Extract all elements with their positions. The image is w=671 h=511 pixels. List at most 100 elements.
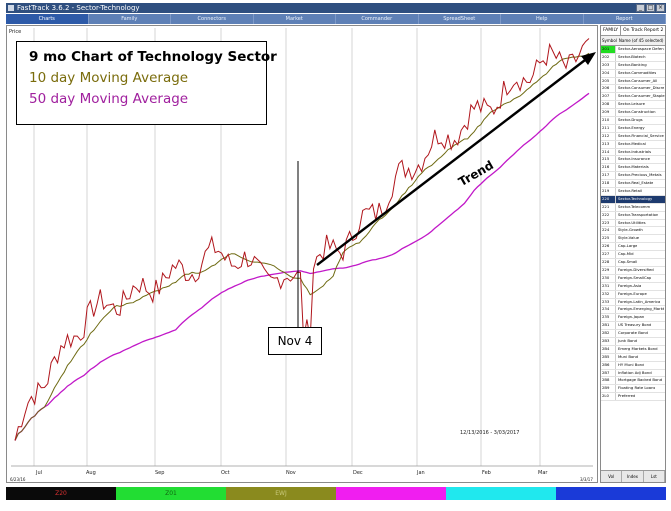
list-item-name: Sector-Drugs [618,117,643,123]
list-item[interactable]: 2B9 Floating Rate Loans [601,385,665,394]
list-item-symbol: 217 [601,172,616,180]
list-item[interactable]: 2B5 Muni Bond [601,353,665,362]
list-item-name: Cap-Mid [618,251,634,257]
list-item[interactable]: 234 Foreign-Emerging_Markt [601,306,665,315]
list-item[interactable]: 235 Foreign-Japan [601,314,665,323]
list-item-name: Cap-Large [618,243,638,249]
menu-report[interactable]: Report [584,14,666,24]
list-item-name: Sector-Consumer_All [618,77,658,83]
list-item[interactable]: 2B7 Inflation Adj Bond [601,369,665,378]
list-item[interactable]: 2B1 US Treasury Bond [601,322,665,331]
menu-market[interactable]: Market [254,14,336,24]
list-item-name: Foreign-Japan [618,314,645,320]
list-item[interactable]: 212 Sector-Financial_Service [601,132,665,141]
list-item[interactable]: 201 Sector-Aerospace Defen [601,46,665,54]
list-item[interactable]: 204 Sector-Commodities [601,69,665,78]
list-item-name: Sector-Precious_Metals [618,172,662,178]
list-item[interactable]: 211 Sector-Energy [601,124,665,133]
status-segment-4[interactable] [336,487,446,500]
status-segment-5[interactable] [446,487,556,500]
list-item-symbol: 2B7 [601,369,616,377]
list-item-name: Sector-Telecomm [618,203,651,209]
list-item[interactable]: 231 Foreign-Asia [601,282,665,291]
list-item[interactable]: 228 Cap-Small [601,259,665,267]
list-item[interactable]: 206 Sector-Consumer_Discre [601,85,665,94]
list-item[interactable]: 225 Style-Value [601,235,665,244]
list-item[interactable]: 2B6 HY Muni Bond [601,361,665,370]
menu-bar: Charts Family Connectors Market Commande… [6,14,666,24]
list-item[interactable]: 215 Sector-Insurance [601,156,665,165]
list-item-name: Sector-Insurance [618,156,650,162]
list-item-symbol: 230 [601,274,616,282]
menu-charts[interactable]: Charts [6,14,89,24]
trend-arrow-line [316,56,590,266]
menu-connectors[interactable]: Connectors [171,14,254,24]
list-item[interactable]: 209 Sector-Construction [601,109,665,118]
status-segment-3[interactable]: EWJ [226,487,336,500]
status-segment-1[interactable]: Z20 [6,487,116,500]
list-item[interactable]: 219 Sector-Retail [601,188,665,196]
list-item[interactable]: 2B8 Mortgage Backed Bond [601,377,665,386]
list-item-symbol: 207 [601,93,616,101]
list-item-symbol: 206 [601,85,616,93]
status-segment-2[interactable]: Z01 [116,487,226,500]
list-button[interactable]: Lst [644,471,665,482]
nov4-callout: Nov 4 [268,327,322,355]
x-tick-aug: Aug [86,470,96,476]
list-item[interactable]: 221 Sector-Telecomm [601,203,665,212]
list-item-symbol: 2B4 [601,345,616,353]
list-item[interactable]: 216 Sector-Materials [601,164,665,173]
column-name[interactable]: Name (of 45 selected) [618,38,664,43]
list-item[interactable]: 222 Sector-Transportation [601,211,665,220]
family-tab[interactable]: FAMILY [601,26,622,35]
list-item-name: Sector-Consumer_Discre [618,85,665,91]
column-symbol[interactable]: Symbol [602,38,617,43]
list-item[interactable]: 2L0 Preferred [601,393,665,402]
maximize-button[interactable]: □ [646,4,655,12]
list-item[interactable]: 217 Sector-Precious_Metals [601,172,665,181]
list-item[interactable]: 2B4 Emerg Markets Bond [601,345,665,354]
list-item[interactable]: 2B2 Corporate Bond [601,330,665,338]
menu-help[interactable]: Help [501,14,584,24]
list-item[interactable]: 205 Sector-Consumer_All [601,77,665,86]
menu-family[interactable]: Family [89,14,171,24]
list-item-name: Inflation Adj Bond [618,369,652,375]
list-item[interactable]: 230 Foreign-SmallCap [601,274,665,283]
menu-spreadsheet[interactable]: SpreadSheet [419,14,501,24]
close-button[interactable]: × [656,4,665,12]
list-item[interactable]: 2B3 Junk Bond [601,337,665,346]
list-item[interactable]: 220 Sector-Technology [601,195,665,204]
minimize-button[interactable]: _ [636,4,645,12]
family-list[interactable]: 201 Sector-Aerospace Defen 202 Sector-Biote… [601,46,665,402]
list-item[interactable]: 233 Foreign-Latin_America [601,298,665,307]
list-item[interactable]: 218 Sector-Real_Estate [601,180,665,189]
list-item[interactable]: 223 Sector-Utilities [601,219,665,228]
window-title-bar: FastTrack 3.6.2 - Sector-Technology _ □ … [6,3,666,13]
family-panel-header: FAMILY On Track Report 2 [601,26,665,36]
list-item-name: Sector-Medical [618,140,646,146]
index-button[interactable]: Index [622,471,644,482]
list-item[interactable]: 208 Sector-Leisure [601,101,665,110]
list-item[interactable]: 213 Sector-Medical [601,140,665,149]
list-item[interactable]: 224 Style-Growth [601,227,665,236]
list-item-name: Foreign-Latin_America [618,298,661,304]
list-item[interactable]: 226 Cap-Large [601,243,665,252]
list-item[interactable]: 227 Cap-Mid [601,251,665,260]
list-item-symbol: 211 [601,124,616,132]
vol-button[interactable]: Vol [601,471,623,482]
list-item-symbol: 2B5 [601,353,616,361]
price-chart[interactable] [7,26,597,482]
list-item[interactable]: 210 Sector-Drugs [601,117,665,125]
status-segment-6[interactable] [556,487,666,500]
report-tab[interactable]: On Track Report 2 [621,26,665,35]
list-item-name: Sector-Banking [618,61,647,67]
annotation-ma10: 10 day Moving Average [29,70,189,86]
list-item-symbol: 210 [601,117,616,124]
list-item[interactable]: 202 Sector-Biotech [601,53,665,62]
list-item[interactable]: 203 Sector-Banking [601,61,665,70]
menu-commander[interactable]: Commander [336,14,419,24]
list-item[interactable]: 229 Foreign-Diversified [601,266,665,275]
list-item[interactable]: 207 Sector-Consumer_Staple [601,93,665,102]
list-item[interactable]: 214 Sector-Industrials [601,148,665,157]
list-item[interactable]: 232 Foreign-Europe [601,290,665,299]
